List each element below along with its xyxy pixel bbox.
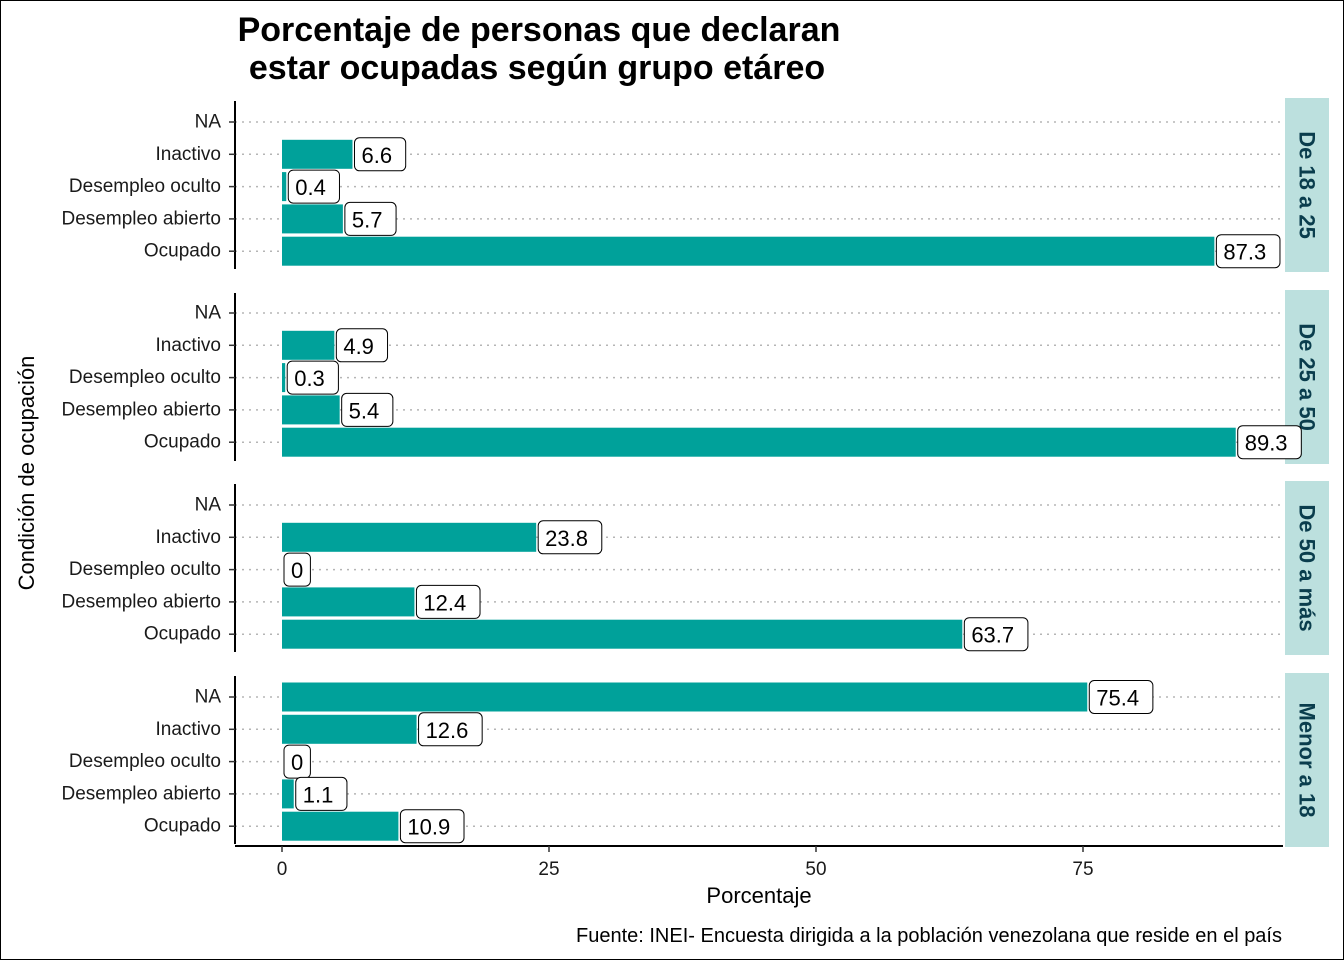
category-label: Inactivo (156, 527, 221, 548)
value-label-box (283, 552, 311, 587)
bar (282, 330, 335, 360)
category-label: Inactivo (156, 719, 221, 740)
value-label: 89.3 (1245, 431, 1288, 456)
category-label: NA (195, 687, 222, 708)
category-label: Desempleo oculto (69, 751, 221, 772)
chart-title-line-1: Porcentaje de personas que declaran (238, 11, 841, 49)
category-label: Desempleo abierto (62, 399, 221, 420)
bar (282, 587, 415, 617)
value-label: 87.3 (1223, 240, 1266, 265)
category-label: Ocupado (144, 816, 221, 837)
bar (282, 172, 287, 202)
facet-strip (1285, 98, 1329, 272)
value-label: 10.9 (407, 815, 450, 840)
value-label-box (341, 392, 394, 427)
value-label-box (537, 520, 603, 555)
facet-strip-label: De 25 a 50 (1295, 323, 1320, 431)
value-label-box (399, 809, 465, 844)
category-label: Desempleo oculto (69, 559, 221, 580)
bar (282, 779, 294, 809)
value-label: 63.7 (971, 623, 1014, 648)
value-label-box (287, 169, 340, 204)
value-label: 1.1 (303, 782, 334, 807)
x-tick-label: 75 (1072, 859, 1093, 880)
bar (282, 395, 340, 425)
value-label-box (1088, 680, 1154, 714)
value-label-box (335, 328, 389, 363)
category-label: Desempleo abierto (62, 208, 221, 229)
facet-strip-label: De 50 a más (1295, 504, 1320, 631)
value-label: 12.4 (423, 590, 466, 615)
value-label-box (1215, 234, 1281, 269)
value-label: 12.6 (426, 718, 469, 743)
facet-strip (1285, 673, 1329, 847)
bar (282, 714, 417, 744)
bar (282, 139, 353, 169)
bar (282, 619, 963, 649)
category-label: NA (195, 112, 222, 133)
value-label: 5.7 (352, 207, 383, 232)
bar (282, 811, 399, 841)
value-label: 0.4 (295, 175, 326, 200)
value-label-box (963, 617, 1029, 652)
bar (282, 682, 1088, 712)
category-label: Ocupado (144, 432, 221, 453)
caption: Fuente: INEI- Encuesta dirigida a la pob… (576, 925, 1282, 947)
bar (282, 204, 343, 234)
bar (282, 236, 1215, 266)
category-label: Desempleo abierto (62, 783, 221, 804)
category-label: Inactivo (156, 144, 221, 165)
value-label: 6.6 (361, 143, 392, 168)
value-label: 23.8 (545, 526, 588, 551)
facet-strip (1285, 481, 1329, 655)
x-axis-title: Porcentaje (706, 883, 811, 908)
bar (282, 522, 537, 552)
value-label-box (283, 744, 311, 779)
category-label: NA (195, 303, 222, 324)
facet-strip-label: De 18 a 25 (1295, 131, 1320, 239)
value-label: 5.4 (349, 398, 380, 423)
category-label: Desempleo abierto (62, 591, 221, 612)
category-label: NA (195, 495, 222, 516)
value-label: 75.4 (1096, 686, 1139, 711)
value-label-box (286, 360, 339, 395)
value-label: 0 (291, 558, 303, 583)
value-label-box (1237, 425, 1302, 460)
value-label-box (418, 712, 483, 747)
category-label: Ocupado (144, 241, 221, 262)
category-label: Desempleo oculto (69, 367, 221, 388)
y-axis-title: Condición de ocupación (14, 356, 39, 591)
x-tick-label: 50 (805, 859, 826, 880)
value-label-box (415, 584, 481, 619)
facet-strip-label: Menor a 18 (1295, 703, 1320, 818)
value-label: 4.9 (343, 334, 374, 359)
bar (282, 363, 286, 393)
value-label: 0 (291, 750, 303, 775)
value-label-box (344, 201, 397, 236)
value-label-box (295, 776, 348, 811)
value-label-box (353, 137, 407, 172)
category-label: Inactivo (156, 335, 221, 356)
category-label: Ocupado (144, 624, 221, 645)
category-label: Desempleo oculto (69, 176, 221, 197)
x-tick-label: 0 (277, 859, 288, 880)
chart-title-line-2: estar ocupadas según grupo etáreo (249, 49, 825, 87)
value-label: 0.3 (294, 366, 325, 391)
bar (282, 427, 1236, 457)
x-tick-label: 25 (538, 859, 559, 880)
